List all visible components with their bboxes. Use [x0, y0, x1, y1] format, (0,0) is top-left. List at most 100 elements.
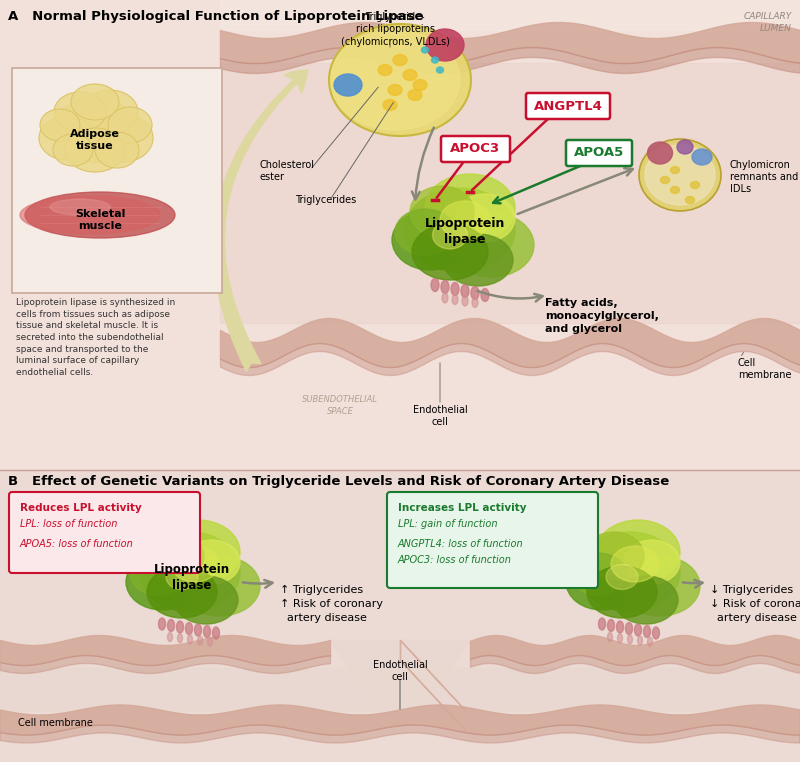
Text: LPL: loss of function: LPL: loss of function: [20, 519, 118, 529]
Ellipse shape: [617, 621, 623, 633]
Text: Increases LPL activity: Increases LPL activity: [398, 503, 526, 513]
Text: APOA5: APOA5: [574, 146, 624, 159]
Text: Lipoprotein
lipase: Lipoprotein lipase: [154, 562, 230, 591]
Ellipse shape: [653, 627, 659, 639]
Text: Adipose
tissue: Adipose tissue: [70, 129, 120, 151]
Ellipse shape: [462, 296, 468, 306]
Ellipse shape: [174, 576, 238, 624]
Ellipse shape: [178, 634, 182, 642]
Ellipse shape: [570, 553, 626, 595]
Text: ↑ Triglycerides
↑ Risk of coronary
  artery disease: ↑ Triglycerides ↑ Risk of coronary arter…: [280, 585, 383, 623]
Ellipse shape: [627, 635, 633, 644]
Ellipse shape: [95, 132, 139, 168]
Ellipse shape: [643, 626, 650, 638]
Ellipse shape: [437, 67, 443, 73]
Ellipse shape: [20, 196, 160, 234]
Ellipse shape: [441, 280, 449, 293]
Text: APOC3: APOC3: [450, 142, 500, 155]
FancyBboxPatch shape: [9, 492, 200, 573]
Ellipse shape: [645, 145, 715, 205]
Ellipse shape: [388, 85, 402, 95]
Ellipse shape: [395, 209, 455, 255]
Ellipse shape: [408, 89, 422, 101]
Ellipse shape: [108, 107, 152, 143]
Ellipse shape: [607, 632, 613, 642]
Ellipse shape: [481, 289, 489, 302]
Bar: [0, 470, 800, 762]
Ellipse shape: [451, 283, 459, 296]
Text: APOC3: loss of function: APOC3: loss of function: [398, 555, 512, 565]
Ellipse shape: [39, 116, 95, 160]
Text: Lipoprotein lipase is synthesized in
cells from tissues such as adipose
tissue a: Lipoprotein lipase is synthesized in cel…: [16, 298, 175, 377]
Ellipse shape: [334, 74, 362, 96]
Ellipse shape: [584, 532, 644, 580]
Ellipse shape: [606, 565, 638, 590]
Ellipse shape: [587, 566, 657, 618]
Bar: [12, 68, 222, 293]
Text: Endothelial
cell: Endothelial cell: [413, 405, 467, 427]
Text: Cell
membrane: Cell membrane: [738, 358, 791, 380]
Bar: [220, 0, 800, 30]
Ellipse shape: [65, 128, 125, 172]
Ellipse shape: [53, 134, 93, 166]
Ellipse shape: [50, 199, 110, 215]
Ellipse shape: [40, 109, 80, 141]
Ellipse shape: [433, 221, 467, 249]
Ellipse shape: [452, 294, 458, 305]
Ellipse shape: [82, 90, 138, 134]
Ellipse shape: [580, 532, 680, 612]
Ellipse shape: [425, 174, 515, 242]
Text: A   Normal Physiological Function of Lipoprotein Lipase: A Normal Physiological Function of Lipop…: [8, 10, 423, 23]
Ellipse shape: [647, 637, 653, 646]
Ellipse shape: [126, 554, 198, 610]
Ellipse shape: [692, 149, 712, 165]
Polygon shape: [330, 640, 470, 710]
Ellipse shape: [471, 287, 479, 299]
Ellipse shape: [405, 188, 515, 272]
Ellipse shape: [472, 297, 478, 308]
Ellipse shape: [184, 540, 240, 584]
Text: ↓ Triglycerides
↓ Risk of coronary
  artery disease: ↓ Triglycerides ↓ Risk of coronary arter…: [710, 585, 800, 623]
FancyBboxPatch shape: [387, 492, 598, 588]
Ellipse shape: [383, 100, 397, 110]
Ellipse shape: [213, 627, 219, 639]
Ellipse shape: [677, 140, 693, 154]
Ellipse shape: [442, 293, 448, 303]
Ellipse shape: [638, 636, 642, 645]
Text: APOA5: loss of function: APOA5: loss of function: [20, 539, 134, 549]
Ellipse shape: [171, 546, 219, 582]
Text: Cholesterol
ester: Cholesterol ester: [260, 160, 315, 182]
Ellipse shape: [198, 636, 202, 645]
Ellipse shape: [177, 621, 183, 633]
Ellipse shape: [611, 546, 659, 582]
FancyBboxPatch shape: [526, 93, 610, 119]
Ellipse shape: [626, 623, 633, 635]
Ellipse shape: [207, 637, 213, 646]
Text: ANGPTL4: ANGPTL4: [534, 100, 602, 113]
FancyBboxPatch shape: [566, 140, 632, 166]
Text: Triglyceride-
rich lipoproteins
(chylomicrons, VLDLs): Triglyceride- rich lipoproteins (chylomi…: [341, 12, 450, 46]
Ellipse shape: [130, 553, 186, 595]
Text: Fatty acids,
monoacylglycerol,
and glycerol: Fatty acids, monoacylglycerol, and glyce…: [545, 298, 659, 335]
Ellipse shape: [413, 79, 427, 91]
Ellipse shape: [440, 201, 490, 239]
Ellipse shape: [156, 520, 240, 584]
Ellipse shape: [647, 142, 673, 164]
Ellipse shape: [180, 556, 260, 616]
Ellipse shape: [167, 632, 173, 642]
Ellipse shape: [393, 55, 407, 66]
Ellipse shape: [53, 98, 137, 162]
Ellipse shape: [194, 624, 202, 636]
FancyBboxPatch shape: [441, 136, 510, 162]
Ellipse shape: [147, 566, 217, 618]
Ellipse shape: [25, 192, 175, 238]
Ellipse shape: [392, 210, 468, 270]
Bar: [220, 63, 800, 323]
Ellipse shape: [410, 186, 474, 238]
Ellipse shape: [426, 29, 464, 61]
Text: Cell membrane: Cell membrane: [18, 718, 93, 728]
Text: ANGPTL4: loss of function: ANGPTL4: loss of function: [398, 539, 524, 549]
Ellipse shape: [596, 520, 680, 584]
Ellipse shape: [186, 623, 193, 635]
Text: SUBENDOTHELIAL
SPACE: SUBENDOTHELIAL SPACE: [302, 395, 378, 416]
